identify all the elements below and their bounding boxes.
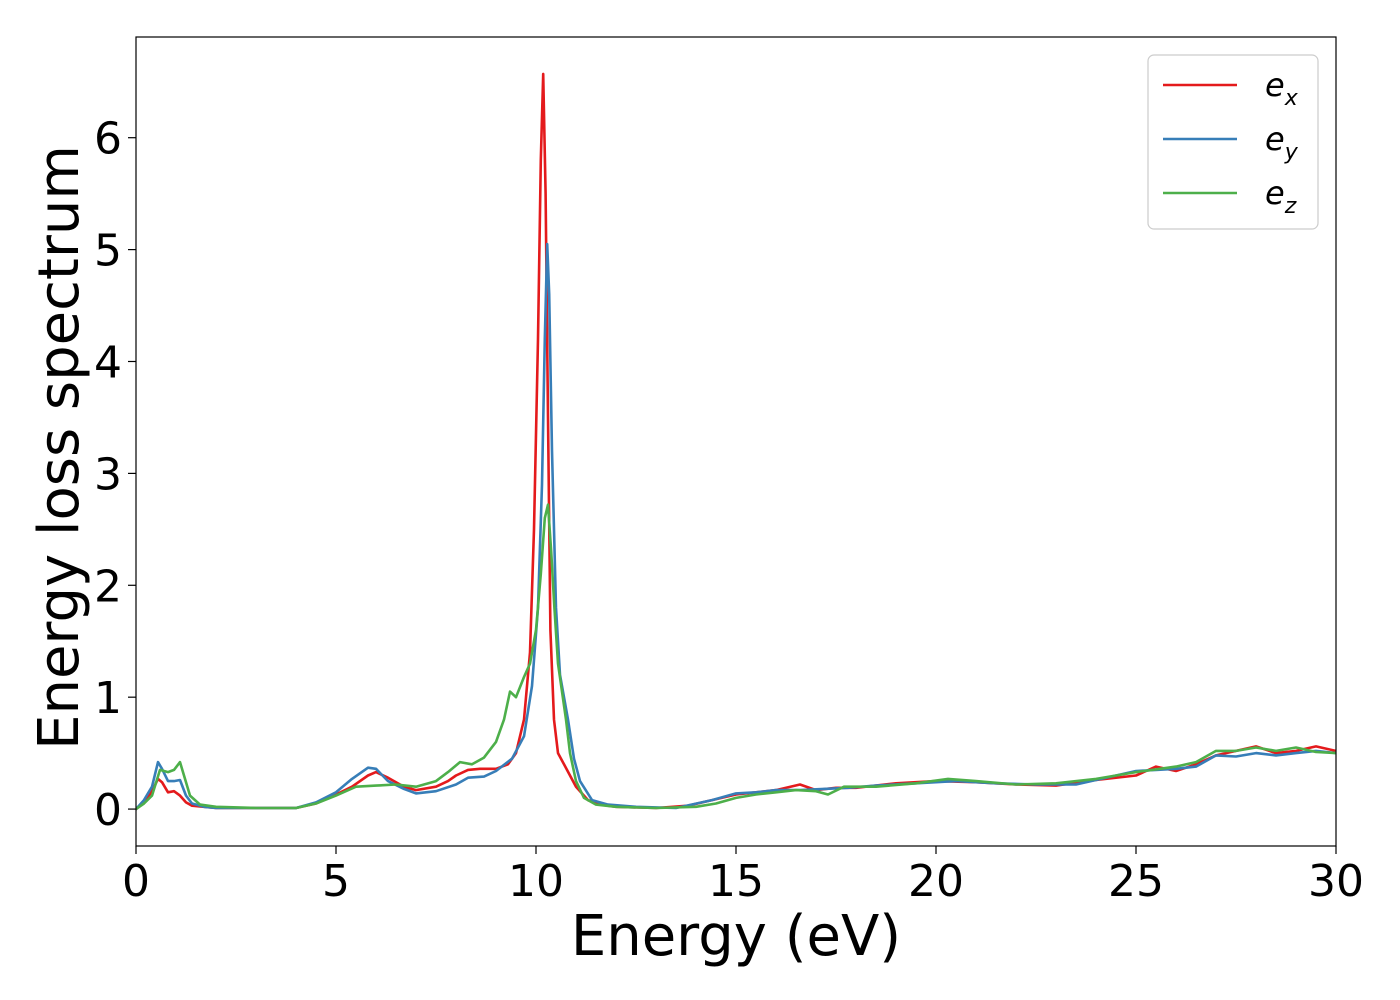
y-tick-label: 1 xyxy=(94,673,122,724)
legend-box xyxy=(1147,54,1319,230)
x-tick-label: 20 xyxy=(908,856,964,907)
x-tick-label: 5 xyxy=(322,856,350,907)
legend: ex ey ez xyxy=(1147,54,1319,230)
x-tick-label: 15 xyxy=(708,856,764,907)
y-tick-label: 3 xyxy=(94,449,122,500)
x-tick-label: 30 xyxy=(1308,856,1364,907)
legend-label-x: ex xyxy=(1265,66,1299,111)
y-tick-label: 5 xyxy=(94,226,122,277)
y-tick-label: 4 xyxy=(94,337,122,388)
y-tick-label: 0 xyxy=(94,785,122,836)
legend-label-y: ey xyxy=(1265,120,1299,165)
plot-area xyxy=(136,72,1336,811)
x-tick-label: 0 xyxy=(122,856,150,907)
x-tick-label: 10 xyxy=(508,856,564,907)
y-axis-ticks: 0 1 2 3 4 5 6 xyxy=(94,114,136,836)
legend-label-z: ez xyxy=(1265,174,1297,219)
x-axis-ticks: 0 5 10 15 20 25 30 xyxy=(122,846,1364,907)
y-axis-label: Energy loss spectrum xyxy=(27,145,92,750)
series-line-z xyxy=(136,503,1336,811)
x-tick-label: 25 xyxy=(1108,856,1164,907)
x-axis-label: Energy (eV) xyxy=(571,904,901,969)
y-tick-label: 6 xyxy=(94,114,122,165)
series-line-y xyxy=(136,242,1336,811)
y-tick-label: 2 xyxy=(94,561,122,612)
